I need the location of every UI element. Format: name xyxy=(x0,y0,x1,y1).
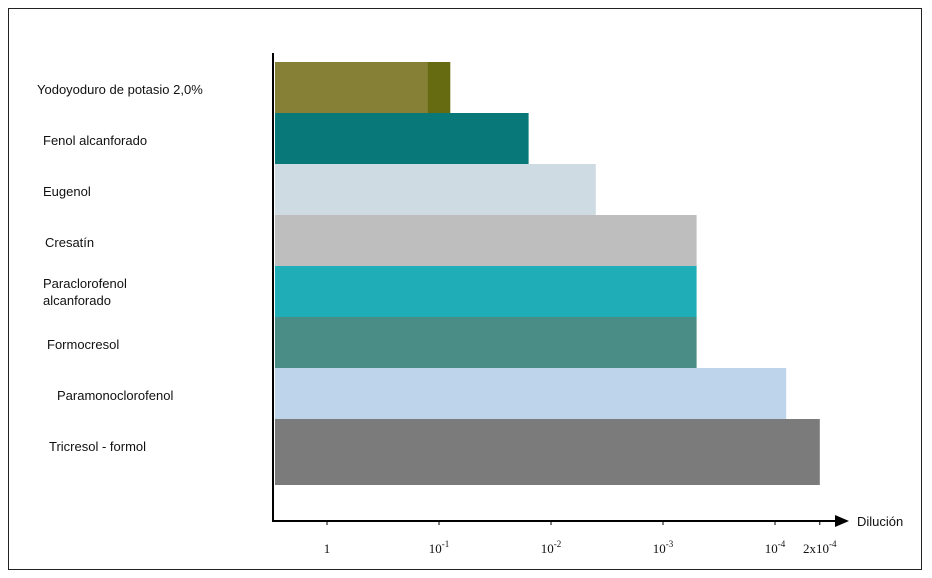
category-label: Yodoyoduro de potasio 2,0% xyxy=(37,82,203,97)
x-axis-title: Dilución xyxy=(857,514,903,529)
category-label: Eugenol xyxy=(43,184,91,199)
bar-accent-strip xyxy=(427,62,451,114)
x-tick-label: 10-2 xyxy=(541,539,562,556)
category-labels: Yodoyoduro de potasio 2,0% Fenol alcanfor… xyxy=(37,82,203,454)
category-label: Paraclorofenol alcanforado xyxy=(43,276,127,308)
bar-8 xyxy=(275,419,820,485)
x-tick-label: 2x10-4 xyxy=(803,539,837,556)
x-axis-arrow xyxy=(835,515,849,527)
bar-7 xyxy=(275,368,787,420)
bar-2 xyxy=(275,113,529,165)
x-tick-label: 1 xyxy=(324,541,331,556)
chart-frame: Yodoyoduro de potasio 2,0% Fenol alcanfor… xyxy=(8,8,922,570)
bar-5 xyxy=(275,266,697,318)
x-tick-label: 10-1 xyxy=(429,539,450,556)
x-tick-label: 10-3 xyxy=(653,539,674,556)
bar-3 xyxy=(275,164,596,216)
bar-1 xyxy=(275,62,451,114)
category-label: Paramonoclorofenol xyxy=(57,388,173,403)
bar-6 xyxy=(275,317,697,369)
bars-layer xyxy=(275,62,820,485)
x-tick-label: 10-4 xyxy=(765,539,786,556)
x-axis: Dilución 1 10-1 10-2 10-3 10-4 2x10-4 xyxy=(272,53,903,556)
category-label: Tricresol - formol xyxy=(49,439,146,454)
category-label: Formocresol xyxy=(47,337,119,352)
bar-4 xyxy=(275,215,697,267)
category-label: Cresatín xyxy=(45,235,94,250)
dilution-bar-chart: Yodoyoduro de potasio 2,0% Fenol alcanfor… xyxy=(37,53,903,556)
category-label: Fenol alcanforado xyxy=(43,133,147,148)
